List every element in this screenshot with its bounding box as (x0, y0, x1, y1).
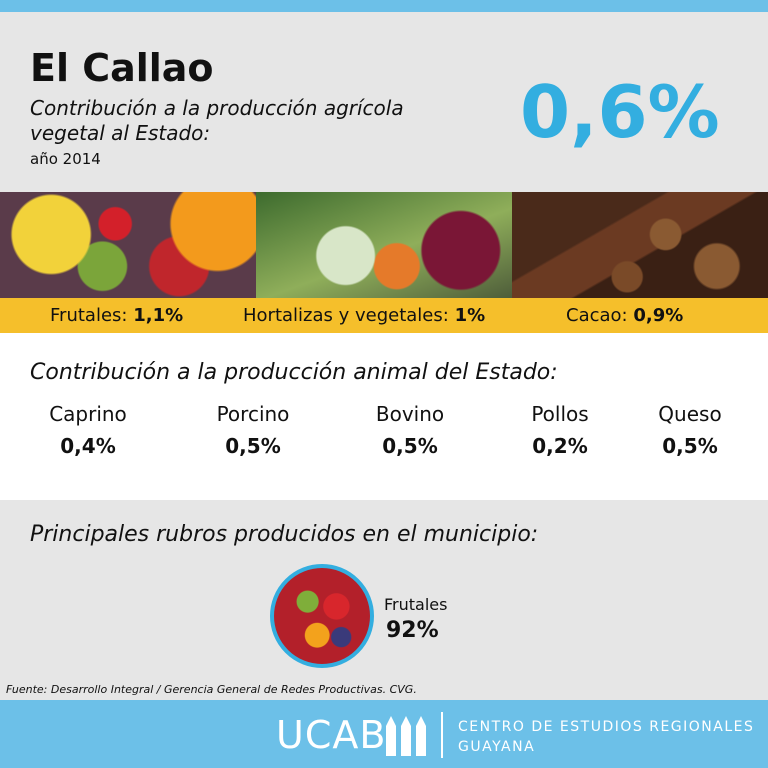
vegetal-label: Hortalizas y vegetales: (243, 305, 449, 326)
fruit-circle-image (270, 564, 374, 668)
vegetal-item: Hortalizas y vegetales: 1% (243, 305, 485, 326)
subtitle: Contribución a la producción agrícola (30, 96, 404, 120)
total-value: 0,6% (520, 70, 720, 154)
animal-label: Queso (658, 402, 722, 426)
subtitle: vegetal al Estado: (30, 121, 211, 145)
rubros-bg (0, 500, 768, 700)
vegetal-bar (0, 298, 768, 333)
animal-item: Bovino 0,5% (335, 402, 485, 458)
vegetal-item: Frutales: 1,1% (50, 305, 183, 326)
animal-value: 0,2% (532, 434, 588, 458)
vegetal-value: 1,1% (133, 305, 184, 326)
org-name: CENTRO DE ESTUDIOS REGIONALES (458, 719, 755, 735)
rubros-heading: Principales rubros producidos en el muni… (30, 522, 539, 547)
footer-bar (0, 700, 768, 768)
rubro-label: Frutales (384, 595, 448, 614)
animal-heading: Contribución a la producción animal del … (30, 360, 558, 385)
vegetal-label: Frutales: (50, 305, 128, 326)
animal-value: 0,5% (662, 434, 718, 458)
org-name: GUAYANA (458, 739, 536, 755)
year: año 2014 (30, 150, 101, 168)
divider (441, 712, 443, 758)
animal-value: 0,4% (60, 434, 116, 458)
title: El Callao (30, 46, 214, 90)
animal-item: Porcino 0,5% (178, 402, 328, 458)
vegetal-value: 0,9% (633, 305, 684, 326)
logo: UCAB (276, 713, 387, 757)
animal-label: Porcino (216, 402, 290, 426)
vegetable-image (256, 192, 512, 298)
top-bar (0, 0, 768, 12)
rubro-value: 92% (386, 618, 439, 643)
fruit-image (0, 192, 256, 298)
source: Fuente: Desarrollo Integral / Gerencia G… (6, 683, 417, 696)
cocoa-image (512, 192, 768, 298)
vegetal-value: 1% (454, 305, 486, 326)
vegetal-label: Cacao: (566, 305, 628, 326)
animal-label: Pollos (531, 402, 589, 426)
animal-label: Bovino (375, 402, 445, 426)
animal-item: Caprino 0,4% (13, 402, 163, 458)
animal-item: Queso 0,5% (615, 402, 765, 458)
animal-item: Pollos 0,2% (485, 402, 635, 458)
header-bg (0, 12, 768, 192)
logo-shape (386, 716, 426, 756)
animal-value: 0,5% (382, 434, 438, 458)
animal-label: Caprino (49, 402, 127, 426)
logo-icon (386, 716, 426, 756)
vegetal-item: Cacao: 0,9% (566, 305, 683, 326)
animal-value: 0,5% (225, 434, 281, 458)
